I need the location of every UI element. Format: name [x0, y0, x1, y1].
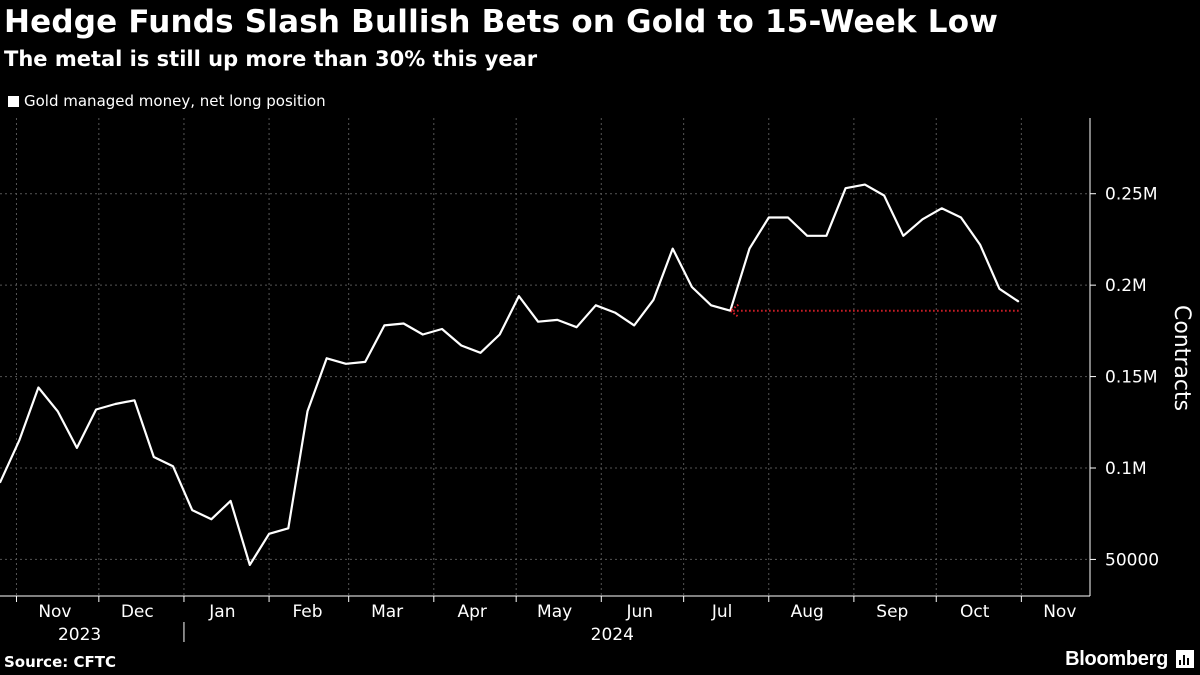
data-point: [460, 344, 462, 347]
data-point: [710, 304, 712, 306]
data-point: [306, 410, 309, 412]
data-point: [518, 295, 520, 297]
data-point: [95, 408, 97, 411]
data-point: [921, 218, 924, 220]
x-tick-label: Nov: [1043, 602, 1076, 622]
data-point: [403, 322, 405, 325]
data-point: [133, 399, 136, 401]
data-point: [633, 324, 635, 326]
data-point: [998, 288, 1000, 290]
data-point: [652, 299, 655, 301]
data-point: [57, 410, 59, 412]
x-tick-label: Feb: [292, 602, 322, 622]
data-point: [499, 333, 501, 336]
data-point: [0, 482, 1, 484]
data-point: [575, 326, 578, 328]
series-line: [0, 183, 1020, 567]
chart-badge-icon: [1176, 650, 1194, 668]
data-point: [287, 527, 289, 529]
chart-subtitle: The metal is still up more than 30% this…: [4, 47, 538, 71]
legend: Gold managed money, net long position: [8, 92, 326, 110]
source-note: Source: CFTC: [4, 653, 116, 671]
data-point: [941, 207, 943, 209]
x-tick-label: Nov: [38, 602, 71, 622]
y-tick-label: 0.2M: [1105, 276, 1147, 296]
data-point: [37, 386, 40, 389]
data-point: [748, 247, 751, 250]
data-point: [979, 244, 981, 246]
series-layer: [0, 183, 1020, 567]
x-tick-label: Mar: [371, 602, 403, 622]
data-point: [595, 304, 597, 306]
data-point: [114, 403, 116, 405]
data-point: [383, 324, 385, 326]
data-point: [864, 183, 866, 186]
x-tick-label: Aug: [791, 602, 824, 622]
x-tick-label: Sep: [876, 602, 908, 622]
data-point: [326, 357, 328, 359]
data-point: [614, 311, 616, 314]
data-point: [230, 500, 232, 502]
y-tick-label: 0.15M: [1105, 368, 1158, 388]
axes: [0, 118, 1096, 642]
data-point: [268, 533, 270, 535]
bloomberg-logo: Bloomberg: [1065, 648, 1168, 670]
data-point: [672, 247, 674, 250]
data-point: [787, 216, 789, 219]
data-point: [364, 361, 366, 363]
data-point: [345, 363, 347, 365]
x-tick-label: May: [537, 602, 572, 622]
data-point: [422, 333, 424, 336]
data-point: [191, 509, 193, 511]
data-point: [691, 286, 693, 288]
x-tick-label: Jan: [208, 602, 235, 622]
x-tick-label: Dec: [121, 602, 154, 622]
data-point: [172, 465, 174, 467]
x-year-label: 2024: [591, 625, 634, 645]
data-point: [556, 319, 558, 321]
data-point: [1018, 301, 1020, 303]
x-tick-label: Jun: [625, 602, 653, 622]
y-axis-title: Contracts: [1169, 305, 1194, 411]
data-point: [806, 235, 808, 237]
data-point: [883, 194, 885, 197]
data-point: [902, 235, 904, 237]
annotations: [728, 303, 1019, 318]
data-point: [537, 321, 539, 323]
x-tick-label: Jul: [711, 602, 733, 622]
gridlines: [0, 118, 1090, 596]
data-point: [479, 352, 482, 354]
y-tick-label: 0.25M: [1105, 185, 1158, 205]
x-tick-label: Oct: [960, 602, 990, 622]
x-year-label: 2023: [58, 625, 101, 645]
data-point: [845, 187, 847, 189]
data-point: [441, 328, 443, 330]
chart-title: Hedge Funds Slash Bullish Bets on Gold t…: [4, 4, 999, 40]
y-tick-label: 50000: [1105, 550, 1159, 570]
data-point: [960, 216, 962, 219]
legend-swatch: [8, 95, 19, 107]
data-point: [249, 564, 251, 566]
data-point: [18, 439, 20, 442]
tick-labels: 50000 0.1M 0.15M 0.2M 0.25M Nov Dec Jan Feb Mar Ap…: [38, 185, 1194, 645]
data-point: [729, 310, 731, 312]
data-point: [210, 518, 213, 520]
y-tick-label: 0.1M: [1105, 459, 1147, 479]
data-point: [825, 235, 828, 237]
legend-label: Gold managed money, net long position: [24, 92, 326, 110]
x-tick-label: Apr: [458, 602, 487, 622]
data-point: [76, 447, 78, 449]
data-point: [768, 216, 770, 219]
data-point: [153, 456, 155, 458]
